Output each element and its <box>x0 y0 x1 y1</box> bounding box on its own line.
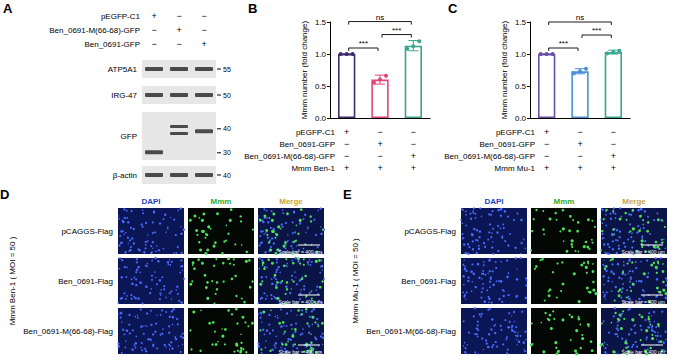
svg-text:1.5: 1.5 <box>315 18 327 27</box>
svg-text:1.5: 1.5 <box>515 18 527 27</box>
svg-text:0.5: 0.5 <box>315 82 327 91</box>
svg-text:β-actin: β-actin <box>113 171 137 180</box>
svg-text:+: + <box>201 39 206 49</box>
svg-text:+: + <box>151 11 156 21</box>
svg-text:pCAGGS-Flag: pCAGGS-Flag <box>404 227 456 236</box>
svg-text:+: + <box>611 151 616 161</box>
svg-text:−: − <box>411 139 416 149</box>
svg-text:pEGFP-C1: pEGFP-C1 <box>496 128 536 137</box>
svg-text:pCAGGS-Flag: pCAGGS-Flag <box>61 227 113 236</box>
svg-text:Mmm Ben-1 ( MOI = 50 ): Mmm Ben-1 ( MOI = 50 ) <box>8 236 17 325</box>
svg-text:Scale bar = 400 μm: Scale bar = 400 μm <box>278 349 322 355</box>
svg-text:***: *** <box>559 39 568 48</box>
svg-text:+: + <box>577 163 582 173</box>
svg-text:Mmm: Mmm <box>554 197 575 206</box>
svg-text:+: + <box>411 151 416 161</box>
svg-text:Ben_0691-GFP: Ben_0691-GFP <box>279 140 335 149</box>
svg-text:Scale bar = 400 μm: Scale bar = 400 μm <box>278 299 322 305</box>
svg-text:40: 40 <box>223 172 231 179</box>
svg-text:Mmm Mu-1 ( MOI = 50 ): Mmm Mu-1 ( MOI = 50 ) <box>351 238 360 324</box>
svg-text:Ben_0691-M(66-68)-GFP: Ben_0691-M(66-68)-GFP <box>49 26 140 35</box>
svg-text:D: D <box>0 187 9 202</box>
svg-text:+: + <box>344 163 349 173</box>
svg-text:−: − <box>577 151 582 161</box>
svg-text:DAPI: DAPI <box>484 197 503 206</box>
svg-text:Mmm Mu-1: Mmm Mu-1 <box>495 164 536 173</box>
svg-text:GFP: GFP <box>121 132 137 141</box>
svg-text:***: *** <box>359 39 368 48</box>
svg-text:Ben_0691-M(66-68)-GFP: Ben_0691-M(66-68)-GFP <box>244 152 335 161</box>
svg-text:−: − <box>377 151 382 161</box>
svg-text:−: − <box>411 127 416 137</box>
svg-text:Ben_0691-GFP: Ben_0691-GFP <box>84 40 140 49</box>
svg-text:ns: ns <box>376 13 384 22</box>
svg-text:+: + <box>544 163 549 173</box>
svg-text:0.0: 0.0 <box>315 114 327 123</box>
svg-text:30: 30 <box>223 149 231 156</box>
svg-text:Ben_0691-M(66-68)-GFP: Ben_0691-M(66-68)-GFP <box>444 152 535 161</box>
svg-text:Mmm Ben-1: Mmm Ben-1 <box>291 164 335 173</box>
svg-text:Merge: Merge <box>279 197 303 206</box>
svg-text:+: + <box>377 139 382 149</box>
svg-text:Scale bar = 400 μm: Scale bar = 400 μm <box>621 299 665 305</box>
svg-text:Ben_0691-M(66-68)-Flag: Ben_0691-M(66-68)-Flag <box>23 327 113 336</box>
svg-text:50: 50 <box>223 92 231 99</box>
svg-text:***: *** <box>592 26 601 35</box>
svg-text:pEGFP-C1: pEGFP-C1 <box>296 128 336 137</box>
svg-text:Mmm number (fold change): Mmm number (fold change) <box>500 21 509 120</box>
svg-text:+: + <box>411 163 416 173</box>
svg-text:+: + <box>611 163 616 173</box>
svg-text:Mmm: Mmm <box>211 197 232 206</box>
svg-text:−: − <box>201 11 206 21</box>
svg-text:Ben_0691-Flag: Ben_0691-Flag <box>58 277 113 286</box>
svg-text:Merge: Merge <box>622 197 646 206</box>
svg-text:pEGFP-C1: pEGFP-C1 <box>101 12 141 21</box>
svg-text:***: *** <box>392 26 401 35</box>
svg-text:−: − <box>544 139 549 149</box>
svg-text:E: E <box>343 187 352 202</box>
svg-text:Scale bar = 400 μm: Scale bar = 400 μm <box>278 249 322 255</box>
svg-text:1.0: 1.0 <box>515 50 527 59</box>
svg-text:−: − <box>577 127 582 137</box>
svg-text:+: + <box>344 127 349 137</box>
svg-text:−: − <box>344 139 349 149</box>
svg-text:+: + <box>377 163 382 173</box>
svg-text:0.0: 0.0 <box>515 114 527 123</box>
svg-text:B: B <box>248 1 257 16</box>
svg-text:IRG-47: IRG-47 <box>111 91 137 100</box>
svg-text:−: − <box>151 39 156 49</box>
svg-text:40: 40 <box>223 125 231 132</box>
svg-text:−: − <box>344 151 349 161</box>
svg-text:−: − <box>544 151 549 161</box>
svg-text:C: C <box>448 1 458 16</box>
svg-text:ATP5A1: ATP5A1 <box>108 65 138 74</box>
svg-text:−: − <box>611 139 616 149</box>
svg-text:Scale bar = 400 μm: Scale bar = 400 μm <box>621 249 665 255</box>
svg-text:0.5: 0.5 <box>515 82 527 91</box>
svg-text:−: − <box>201 25 206 35</box>
svg-text:Ben_0691-GFP: Ben_0691-GFP <box>479 140 535 149</box>
svg-text:DAPI: DAPI <box>141 197 160 206</box>
svg-text:+: + <box>176 25 181 35</box>
svg-text:−: − <box>176 39 181 49</box>
svg-text:1.0: 1.0 <box>315 50 327 59</box>
svg-text:Scale bar = 400 μm: Scale bar = 400 μm <box>621 349 665 355</box>
svg-text:55: 55 <box>223 66 231 73</box>
svg-text:A: A <box>3 1 13 16</box>
svg-text:−: − <box>176 11 181 21</box>
svg-text:ns: ns <box>576 13 584 22</box>
svg-text:Ben_0691-Flag: Ben_0691-Flag <box>401 277 456 286</box>
svg-text:−: − <box>151 25 156 35</box>
svg-text:Ben_0691-M(66-68)-Flag: Ben_0691-M(66-68)-Flag <box>366 327 456 336</box>
svg-text:+: + <box>577 139 582 149</box>
svg-text:−: − <box>377 127 382 137</box>
svg-text:+: + <box>544 127 549 137</box>
svg-text:−: − <box>611 127 616 137</box>
svg-text:Mmm number (fold change): Mmm number (fold change) <box>300 21 309 120</box>
